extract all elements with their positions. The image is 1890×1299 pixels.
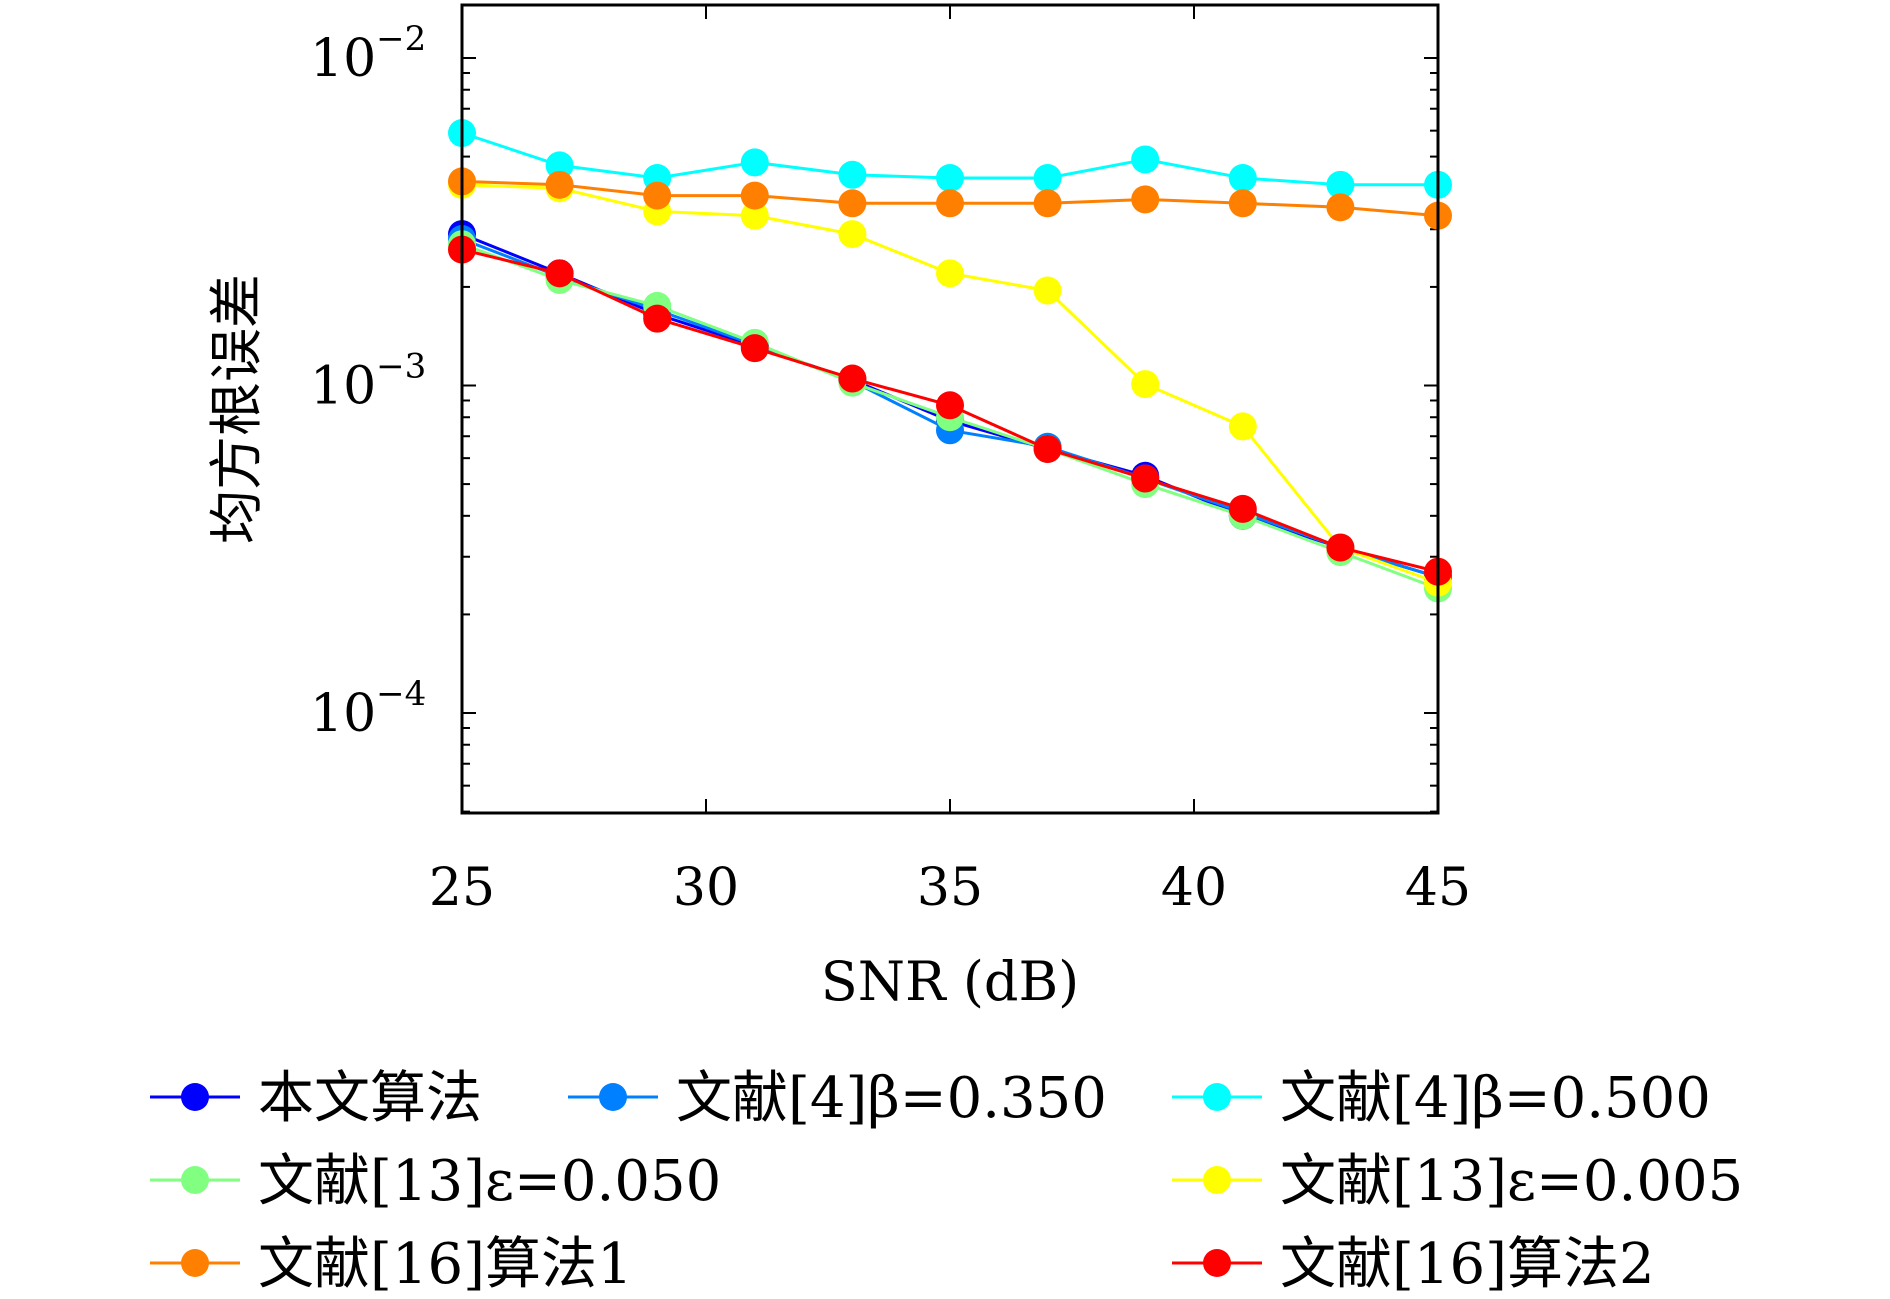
- legend-label: 文献[4]β=0.500: [1280, 1066, 1711, 1131]
- data-point: [838, 160, 867, 189]
- legend-label: 文献[13]ε=0.050: [258, 1149, 721, 1214]
- legend-marker: [1203, 1249, 1231, 1277]
- series-line: [461, 183, 1439, 585]
- data-point: [1228, 164, 1257, 193]
- data-point: [1131, 370, 1160, 399]
- data-point: [545, 259, 574, 288]
- plot-frame: [460, 3, 1440, 815]
- legend-entry: 文献[4]β=0.350: [568, 1066, 1107, 1131]
- y-tick-label: 10−2: [310, 19, 426, 89]
- series-layer: [448, 119, 1452, 603]
- data-point: [545, 151, 574, 180]
- legend-entry: 文献[4]β=0.500: [1172, 1066, 1711, 1131]
- legend-marker: [599, 1083, 627, 1111]
- legend-entry: 文献[16]算法1: [150, 1232, 633, 1297]
- data-point: [1228, 189, 1257, 218]
- data-point: [1033, 189, 1062, 218]
- data-point: [643, 181, 672, 210]
- data-point: [643, 304, 672, 333]
- legend-marker: [181, 1249, 209, 1277]
- legend-marker: [181, 1166, 209, 1194]
- legend-marker: [181, 1083, 209, 1111]
- x-tick-labels: 25 30 35 40 45: [429, 858, 1471, 918]
- data-point: [1033, 276, 1062, 305]
- legend-entry: 文献[13]ε=0.005: [1172, 1149, 1743, 1214]
- y-axis-title: 均方根误差: [205, 274, 268, 544]
- data-point: [740, 334, 769, 363]
- series-3: [448, 119, 1452, 199]
- legend-label: 文献[13]ε=0.005: [1280, 1149, 1743, 1214]
- x-tick-label: 35: [917, 858, 983, 918]
- data-point: [936, 164, 964, 193]
- data-point: [1228, 412, 1257, 441]
- data-point: [740, 181, 769, 210]
- data-point: [1326, 193, 1355, 222]
- data-point: [740, 148, 769, 177]
- y-tick-label: 10−3: [310, 347, 426, 417]
- legend-entry: 文献[13]ε=0.050: [150, 1149, 721, 1214]
- data-point: [545, 170, 574, 199]
- legend-label: 文献[4]β=0.350: [676, 1066, 1107, 1131]
- data-point: [838, 220, 867, 249]
- data-point: [1326, 533, 1355, 562]
- data-point: [740, 201, 769, 230]
- x-tick-label: 40: [1161, 858, 1227, 918]
- data-point: [838, 189, 867, 218]
- data-point: [936, 189, 964, 218]
- data-point: [838, 364, 867, 393]
- data-point: [1033, 434, 1062, 463]
- legend-marker: [1203, 1166, 1231, 1194]
- legend-marker: [1203, 1083, 1231, 1111]
- x-axis-title: SNR (dB): [821, 950, 1079, 1013]
- legend-entry: 文献[16]算法2: [1172, 1232, 1655, 1297]
- data-point: [936, 259, 964, 288]
- legend: 本文算法 文献[4]β=0.350 文献[4]β=0.500 文献[13]ε=0.05…: [150, 1066, 1743, 1297]
- data-point: [1326, 170, 1355, 199]
- y-tick-labels: 10−2 10−3 10−4: [310, 19, 426, 744]
- data-point: [1228, 494, 1257, 523]
- data-point: [936, 391, 964, 420]
- data-point: [1131, 185, 1160, 214]
- series-6: [448, 167, 1452, 230]
- data-point: [1131, 464, 1160, 493]
- x-tick-label: 30: [673, 858, 739, 918]
- x-tick-label: 45: [1405, 858, 1471, 918]
- x-tick-label: 25: [429, 858, 495, 918]
- legend-label: 本文算法: [258, 1066, 482, 1131]
- legend-entry: 本文算法: [150, 1066, 482, 1131]
- series-7: [448, 235, 1452, 586]
- legend-label: 文献[16]算法1: [258, 1232, 633, 1297]
- data-point: [1033, 164, 1062, 193]
- y-tick-label: 10−4: [310, 674, 426, 744]
- data-point: [1131, 145, 1160, 174]
- legend-label: 文献[16]算法2: [1280, 1232, 1655, 1297]
